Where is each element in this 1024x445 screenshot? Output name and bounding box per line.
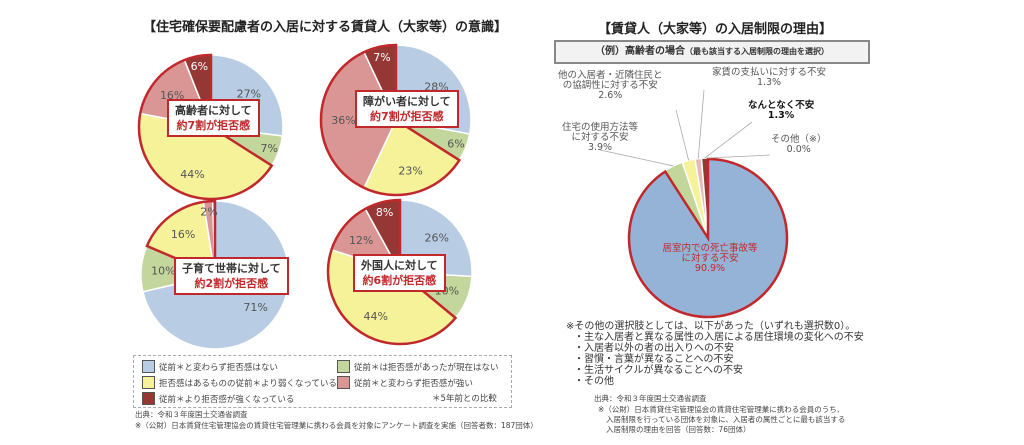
pie-label: 2% <box>200 206 217 219</box>
callout-elderly: 高齢者に対して 約7割が拒否感 <box>167 99 260 137</box>
highlight-outline-elderly <box>137 53 274 201</box>
right-source-note-3: 入居制限の理由を回答（回答数：76団体） <box>606 425 751 434</box>
legend-item: 従前＊は拒否感があったが現在はない <box>337 360 499 373</box>
callout-highlight: 約7割が拒否感 <box>370 110 444 123</box>
callout-foreigners: 外国人に対して 約6割が拒否感 <box>353 254 446 292</box>
pie-label: 6% <box>447 138 464 151</box>
note-line: ・入居者以外の者の出入りへの不安 <box>574 343 734 354</box>
legend-note-text: ＊5年前との比較 <box>432 394 497 404</box>
left-source-note: ※（公財）日本賃貸住宅管理協会の賃貸住宅管理業に携わる会員を対象にアンケート調査… <box>135 421 538 430</box>
leader-line <box>599 149 674 167</box>
subtitle: （例）高齢者の場合 <box>595 46 685 57</box>
legend-item: 拒否感はあるものの従前＊より弱くなっている <box>142 376 337 389</box>
right-source-note-2: 入居制限を行っている団体を対象に、入居者の属性ごとに最も該当する <box>606 415 846 424</box>
callout-highlight: 約2割が拒否感 <box>194 277 269 290</box>
pie-label: 7% <box>261 142 278 155</box>
legend-swatch <box>142 376 155 389</box>
pie-label: 6% <box>191 60 208 73</box>
callout-line: 子育て世帯に対して <box>182 262 281 275</box>
left-title: 【住宅確保要配慮者の入居に対する賃貸人（大家等）の意識】 <box>143 20 508 35</box>
callout-line: 障がい者に対して <box>363 95 451 108</box>
callout-highlight: 約7割が拒否感 <box>176 119 251 132</box>
label-vague: なんとなく不安 1.3% <box>748 100 815 121</box>
callout-line: 高齢者に対して <box>175 104 252 117</box>
left-source: 出典：令和３年度国土交通省調査 <box>135 410 248 419</box>
legend-swatch <box>142 392 155 405</box>
legend-label: 従前＊より拒否感が強くなっている <box>159 394 295 405</box>
pie-label: 16% <box>160 89 184 102</box>
pie-label: 27% <box>237 88 261 101</box>
subtitle-small: （最も該当する入居制限の理由を選択） <box>685 47 829 56</box>
legend-label: 従前＊は拒否感があったが現在はない <box>354 362 499 373</box>
highlight-outline-disabled <box>319 43 462 197</box>
label-other: その他（※） 0.0% <box>771 134 827 155</box>
highlight-outline-foreigners <box>326 198 458 346</box>
pie-label: 44% <box>363 310 387 323</box>
legend: 従前＊と変わらず拒否感はない 従前＊は拒否感があったが現在はない 拒否感はあるも… <box>133 355 512 408</box>
note-line: ・その他 <box>574 376 614 387</box>
right-source: 出典：令和３年度国土交通省調査 <box>594 394 707 403</box>
right-subtitle-box: （例）高齢者の場合（最も該当する入居制限の理由を選択） <box>554 40 870 64</box>
right-source-note-1: ※（公財）日本賃貸住宅管理協会の賃貸住宅管理業に携わる会員のうち、 <box>598 405 845 414</box>
legend-item: 従前＊と変わらず拒否感が強い <box>337 376 473 389</box>
note-line: ・習慣・言葉が異なることへの不安 <box>574 354 734 365</box>
label-rent: 家賃の支払いに対する不安 1.3% <box>712 67 827 88</box>
pie-label: 8% <box>376 206 393 219</box>
legend-label: 従前＊と変わらず拒否感はない <box>159 362 278 373</box>
pie-label: 16% <box>171 228 195 241</box>
note-line: ・主な入居者と異なる属性の入居による居住環境の変化への不安 <box>574 332 864 343</box>
pie-label: 26% <box>425 231 449 244</box>
pie-label: 23% <box>398 164 422 177</box>
pie-label: 12% <box>349 234 373 247</box>
callout-child: 子育て世帯に対して 約2割が拒否感 <box>174 257 289 295</box>
legend-swatch <box>142 360 155 373</box>
legend-note: ＊5年前との比較 <box>432 392 497 404</box>
legend-swatch <box>337 360 350 373</box>
legend-swatch <box>337 376 350 389</box>
highlight-outline-child-rearing <box>145 199 217 277</box>
callout-line: 外国人に対して <box>361 259 438 272</box>
leader-line <box>704 121 753 159</box>
legend-item: 従前＊と変わらず拒否感はない <box>142 360 278 373</box>
notes: ※その他の選択肢としては、以下があった（いずれも選択数0）。 ・主な入居者と異な… <box>566 321 864 387</box>
callout-disabled: 障がい者に対して 約7割が拒否感 <box>355 90 459 128</box>
legend-label: 従前＊と変わらず拒否感が強い <box>354 378 473 389</box>
leader-line <box>707 154 771 159</box>
pie-label: 44% <box>180 168 204 181</box>
pie-label: 10% <box>151 265 175 278</box>
leader-line <box>675 109 689 161</box>
pie-label: 7% <box>373 51 390 64</box>
legend-label: 拒否感はあるものの従前＊より弱くなっている <box>159 378 337 389</box>
legend-item: 従前＊より拒否感が強くなっている <box>142 392 294 405</box>
pie-label: 36% <box>331 114 355 127</box>
pie-label: 71% <box>243 301 267 314</box>
right-title: 【賃貸人（大家等）の入居制限の理由】 <box>598 22 833 37</box>
label-cooperation: 他の入居者・近隣住民と の協調性に対する不安 2.6% <box>558 70 663 101</box>
label-usage: 住宅の使用方法等 に対する不安 3.9% <box>562 122 639 153</box>
callout-highlight: 約6割が拒否感 <box>362 274 437 287</box>
leader-line <box>697 89 705 159</box>
label-death: 居室内での死亡事故等 に対する不安 90.9% <box>662 243 758 274</box>
note-line: ・生活サイクルが異なることへの不安 <box>574 365 743 376</box>
note-line: ※その他の選択肢としては、以下があった（いずれも選択数0）。 <box>566 321 856 332</box>
highlight-outline-reasons-elderly <box>627 157 789 319</box>
